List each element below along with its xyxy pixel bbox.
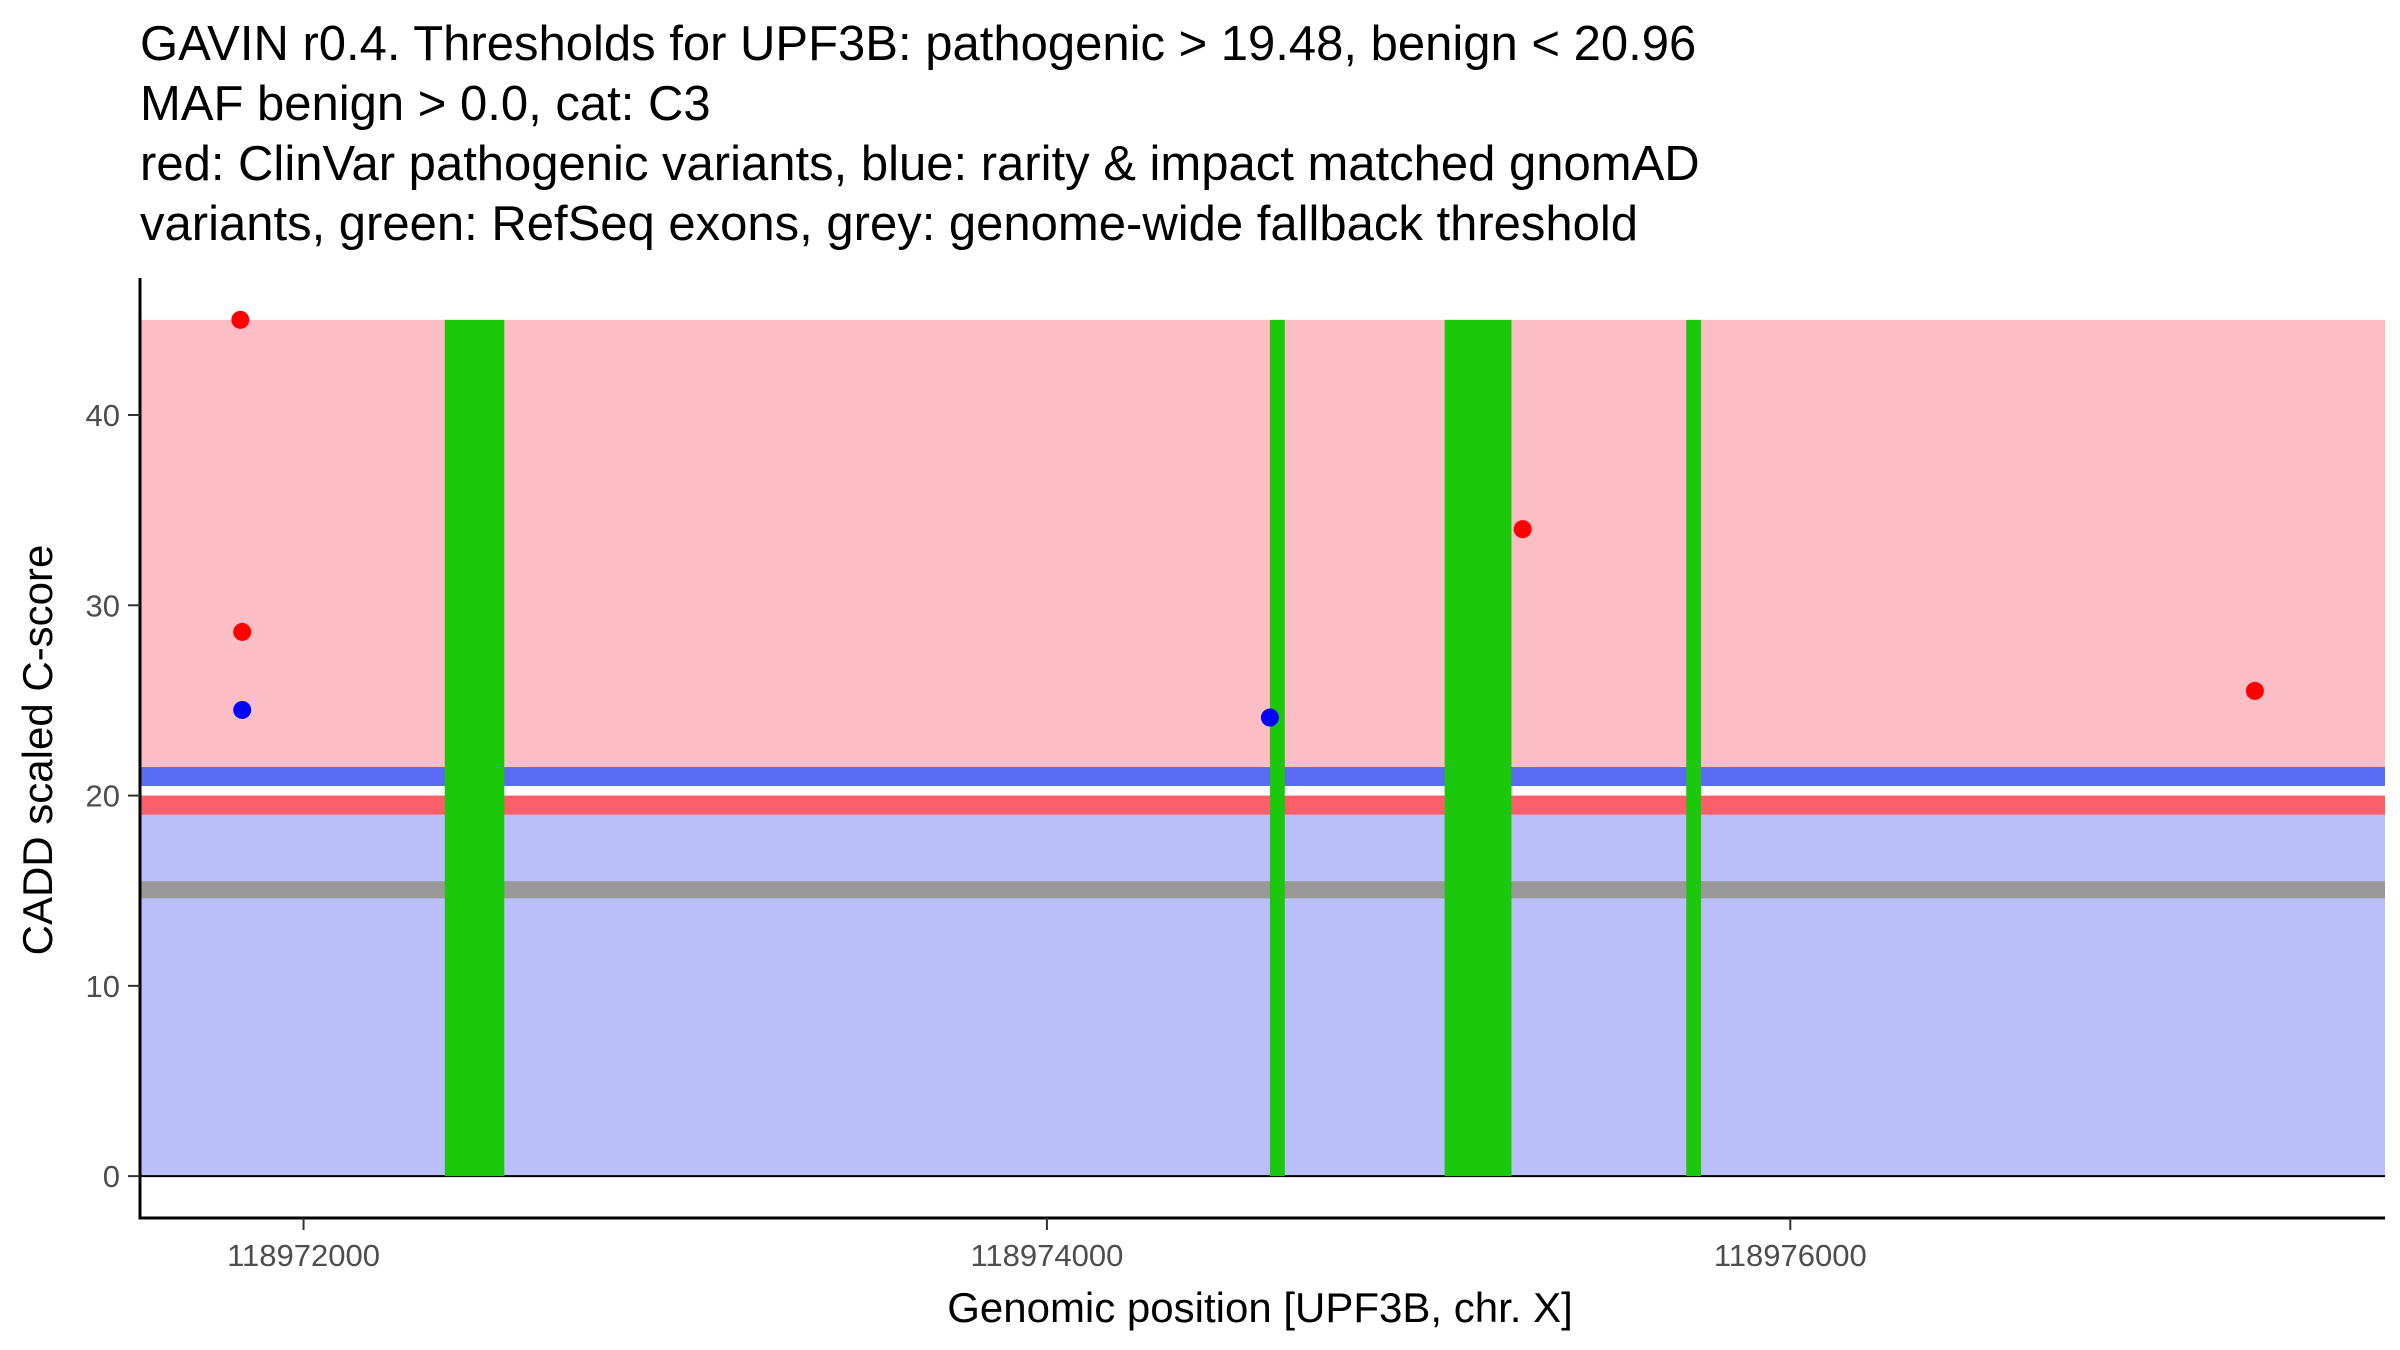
exon-bar-2	[1269, 319, 1285, 1177]
y-tick-label-40: 40	[86, 398, 120, 433]
fallback-threshold	[140, 881, 2385, 899]
y-tick-label-30: 30	[86, 588, 120, 623]
gnomad-point-2	[1260, 708, 1279, 727]
pathogenic-region	[140, 319, 2385, 778]
benign-region	[140, 805, 2385, 1177]
variant-points	[231, 310, 2264, 727]
threshold-bands	[140, 767, 2385, 899]
x-axis-label: Genomic position [UPF3B, chr. X]	[947, 1284, 1573, 1331]
y-axis-label: CADD scaled C-score	[14, 545, 61, 956]
exon-bar-3	[1444, 319, 1512, 1177]
pathogenic-threshold	[140, 795, 2385, 815]
y-tick-label-10: 10	[86, 969, 120, 1004]
chart-title: GAVIN r0.4. Thresholds for UPF3B: pathog…	[140, 14, 2380, 254]
exon-bars	[444, 319, 1702, 1177]
clinvar-point-1	[231, 310, 250, 329]
title-line-1: GAVIN r0.4. Thresholds for UPF3B: pathog…	[140, 17, 1697, 71]
x-tick-label-118972000: 118972000	[227, 1238, 380, 1273]
axes	[138, 278, 2385, 1220]
title-line-4: variants, green: RefSeq exons, grey: gen…	[140, 197, 1639, 251]
x-tick-label-118974000: 118974000	[970, 1238, 1123, 1273]
clinvar-point-4	[2245, 681, 2264, 700]
gnomad-point-1	[233, 700, 252, 719]
exon-bar-4	[1686, 319, 1702, 1177]
y-ticks: 0 10 20 30 40	[86, 398, 140, 1194]
x-ticks: 118972000 118974000 118976000	[227, 1218, 1867, 1273]
clinvar-point-2	[233, 622, 252, 641]
y-tick-label-0: 0	[103, 1159, 120, 1194]
title-line-2: MAF benign > 0.0, cat: C3	[140, 77, 711, 131]
threshold-regions	[140, 319, 2385, 1178]
x-tick-label-118976000: 118976000	[1714, 1238, 1867, 1273]
title-line-3: red: ClinVar pathogenic variants, blue: …	[140, 137, 1700, 191]
exon-bar-1	[444, 319, 505, 1177]
clinvar-point-3	[1513, 520, 1532, 539]
y-tick-label-20: 20	[86, 779, 120, 814]
benign-threshold	[140, 767, 2385, 787]
